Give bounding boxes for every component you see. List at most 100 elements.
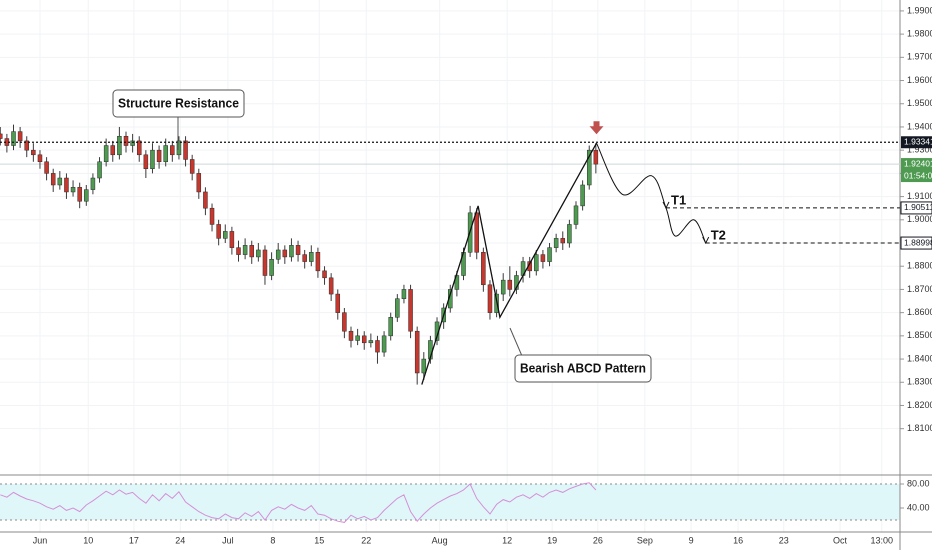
candle-body — [236, 247, 241, 255]
candle-body — [295, 245, 301, 255]
candle-body — [481, 252, 486, 286]
candle-body — [269, 259, 274, 276]
x-tick-label: 9 — [689, 535, 694, 545]
x-tick-label: 10 — [83, 535, 93, 545]
candle-body — [348, 330, 354, 341]
candle-body — [275, 249, 281, 260]
candle-body — [223, 231, 228, 239]
y-tick-label: 1.83000 — [907, 377, 932, 387]
y-tick-label: 1.84000 — [907, 353, 932, 363]
candle-body — [11, 131, 16, 146]
x-tick-label: 16 — [733, 535, 743, 545]
x-tick-label: Sep — [637, 535, 653, 545]
x-tick-label: 8 — [270, 535, 275, 545]
candle-body — [77, 187, 82, 202]
candle-body — [249, 245, 254, 258]
candle-body — [289, 245, 294, 258]
x-tick-label: 23 — [779, 535, 789, 545]
x-tick-label: 26 — [593, 535, 603, 545]
candle-body — [375, 340, 380, 353]
candle-body — [567, 224, 572, 244]
x-tick-label: 24 — [175, 535, 185, 545]
candle-body — [50, 173, 56, 186]
x-tick-label: 17 — [129, 535, 139, 545]
target-price-label: 1.88998 — [904, 237, 932, 247]
candle-body — [454, 275, 460, 290]
candle-body — [580, 184, 585, 207]
candle-body — [514, 275, 519, 290]
candle-body — [57, 177, 63, 186]
x-tick-label: 13:00 — [870, 535, 893, 545]
candle-body — [408, 289, 413, 332]
signal-arrow — [589, 121, 604, 135]
candle-body — [500, 279, 506, 295]
candle-body — [242, 245, 248, 255]
target-arrowhead — [702, 236, 710, 245]
candle-body — [560, 238, 566, 244]
candle-body — [381, 335, 387, 353]
y-tick-label: 1.99000 — [907, 5, 932, 15]
candle-body — [37, 154, 43, 163]
candle-body — [395, 298, 400, 318]
candle-body — [163, 145, 168, 163]
annotation-text: Bearish ABCD Pattern — [520, 360, 646, 375]
candle-body — [487, 284, 493, 313]
target-name: T2 — [711, 227, 726, 242]
candle-body — [414, 330, 420, 374]
candle-body — [388, 317, 393, 337]
candle-body — [203, 191, 208, 209]
candle-body — [315, 252, 321, 272]
annotation-box — [514, 354, 652, 383]
candle-body — [136, 140, 142, 156]
y-tick-label: 1.97000 — [907, 52, 932, 62]
candle-body — [17, 131, 23, 142]
countdown-label: 01:54:03 — [904, 170, 932, 180]
candle-body — [156, 149, 162, 163]
resistance-price-label: 1.93341 — [904, 137, 932, 147]
rsi-tick-label: 40.00 — [907, 502, 930, 512]
candle-body — [64, 177, 69, 193]
candle-body — [150, 149, 155, 169]
candle-body — [117, 135, 122, 156]
rsi-tick-label: 80.00 — [907, 478, 930, 488]
candle-body — [534, 254, 539, 272]
last-price-label: 1.92401 — [904, 158, 932, 168]
y-tick-label: 1.85000 — [907, 330, 932, 340]
candle-body — [90, 177, 96, 190]
candle-body — [84, 189, 89, 202]
candle-body — [302, 254, 307, 262]
y-tick-label: 1.95000 — [907, 98, 932, 108]
candle-body — [31, 149, 36, 156]
candle-body — [216, 224, 221, 239]
x-tick-label: 15 — [314, 535, 324, 545]
candle-body — [229, 231, 235, 248]
candle-body — [282, 249, 288, 258]
candle-body — [309, 252, 314, 262]
x-tick-label: Jun — [33, 535, 48, 545]
rsi-band — [0, 484, 900, 520]
target-price-label: 1.90511 — [904, 202, 932, 212]
candle-body — [474, 212, 479, 253]
candle-body — [70, 187, 76, 193]
x-tick-label: 12 — [502, 535, 512, 545]
y-tick-label: 1.91000 — [907, 191, 932, 201]
candle-body — [189, 159, 195, 174]
abcd-pattern — [421, 142, 598, 385]
candle-body — [176, 140, 182, 156]
annotation-pointer — [509, 327, 523, 357]
x-tick-label: Jul — [222, 535, 234, 545]
candle-body — [547, 247, 552, 262]
candle-body — [593, 149, 599, 165]
candle-body — [103, 145, 109, 163]
candle-body — [421, 358, 427, 374]
candle-body — [507, 279, 513, 290]
y-tick-label: 1.93000 — [907, 145, 932, 155]
last-price-box — [901, 158, 932, 183]
candle-body — [586, 149, 592, 186]
annotation-text: Structure Resistance — [118, 95, 239, 110]
y-tick-label: 1.82000 — [907, 400, 932, 410]
candle-body — [196, 173, 202, 193]
y-tick-label: 1.96000 — [907, 75, 932, 85]
candle-body — [328, 277, 334, 295]
x-tick-label: Aug — [432, 535, 448, 545]
